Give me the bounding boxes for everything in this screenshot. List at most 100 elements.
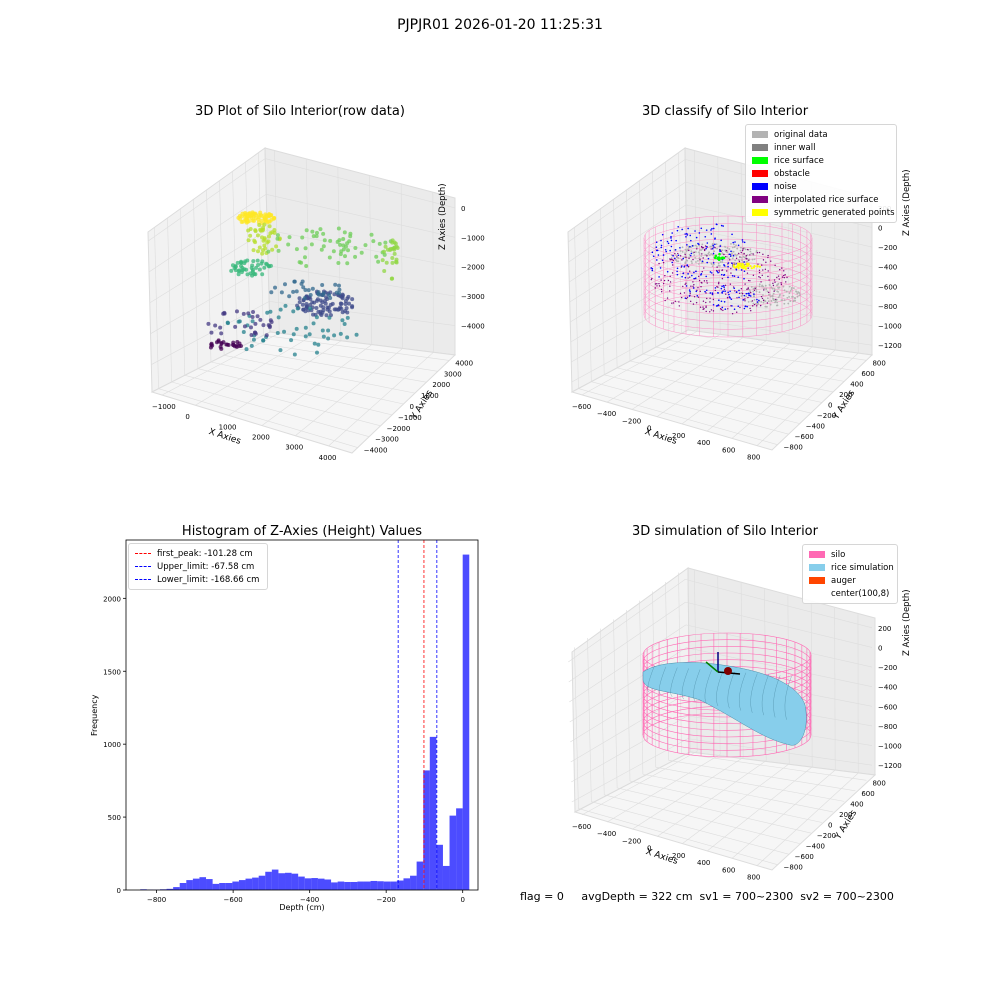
legend-label: inner wall [774,142,816,153]
histogram-bar [278,873,286,890]
panel2-point [762,299,765,302]
panel1-point [300,279,305,284]
panel2-point [764,284,767,287]
panel2-point [655,249,658,252]
panel2-point [705,289,708,292]
panel2-point [783,299,786,302]
panel2-point [651,269,654,272]
panel4-ytick: 400 [850,800,863,808]
panel2-point [763,287,766,290]
panel2-point [739,249,742,252]
legend-label: interpolated rice surface [774,194,879,205]
panel2-point [684,233,687,235]
panel2-point [715,243,718,246]
panel1-point [291,289,296,294]
panel2-point [717,262,720,265]
panel2-point [677,252,679,255]
panel1-ytick: 3000 [444,370,462,378]
panel1-point [338,331,343,336]
panel2-point [744,283,746,285]
panel2-point [684,297,687,299]
panel1-point [209,330,214,335]
panel1-point [314,234,319,239]
panel1-point [369,232,374,237]
panel2-legend-item: symmetric generated points [752,206,895,219]
panel2-floor-pane [570,329,874,451]
panel1-point [295,306,300,311]
panel2-point [745,292,748,295]
status-footer: flag = 0 avgDepth = 322 cm sv1 = 700~230… [520,890,894,903]
panel2-point [740,288,743,290]
panel2-point [765,261,767,264]
legend-label: auger [831,575,856,586]
panel2-point [701,253,703,255]
panel1-point [250,319,255,324]
panel2-point [671,232,673,234]
panel2-point [727,308,729,310]
panel2-point [696,294,699,297]
histogram-bar [271,869,279,890]
panel2-point [684,252,686,255]
histogram-bar [311,878,318,890]
panel2-point [780,299,783,301]
panel2-point [694,251,697,253]
panel1-point [287,235,292,240]
panel1-point [339,301,344,306]
panel2-point [737,267,740,270]
panel2-point [729,255,732,257]
panel2-point [698,251,700,254]
panel2-point [707,252,710,255]
panel2-point [709,301,711,303]
panel2-point [753,289,756,292]
panel2-point [654,283,657,285]
panel1-point [275,236,280,241]
panel1-point [331,249,336,254]
panel1-point [276,315,281,320]
panel2-point [735,265,738,268]
panel2-point [679,250,682,252]
panel2-point [658,276,660,278]
panel1-point [392,251,397,256]
histogram-legend-item: Lower_limit: -168.66 cm [135,573,261,586]
panel2-point [720,250,722,252]
panel2-point [669,281,672,283]
panel2-point [761,274,763,277]
panel2-point [682,257,685,260]
panel2-point [718,299,720,302]
panel2-point [706,242,709,244]
panel2-point [688,249,690,252]
panel2-point [739,256,741,258]
panel1-point [350,297,355,302]
panel1-point [334,307,339,312]
histogram-bar [258,875,266,890]
panel4-zlabel: Z Axies (Depth) [902,589,912,656]
panel2-point [722,225,724,227]
panel2-point [661,233,664,236]
panel2-point [690,252,693,255]
panel2-point [676,256,678,258]
panel2-point [749,248,752,251]
panel1-point [270,247,275,252]
panel2-point [726,255,728,258]
panel1-point [246,311,251,316]
panel2-point [744,298,746,300]
panel2-point [672,302,675,304]
panel2-point [721,269,723,272]
panel2-point [660,244,663,247]
legend-swatch [752,144,768,151]
panel2-point [796,295,799,298]
panel2-point [777,296,780,299]
panel1-point [262,265,267,270]
panel1-point [274,244,279,249]
panel2-point [721,252,724,255]
panel2-point [723,265,726,267]
panel2-point [721,249,724,252]
panel2-point [705,301,707,304]
panel2-point [721,277,724,280]
panel2-point [790,288,793,291]
panel1-point [321,231,326,236]
panel2-point [711,293,714,295]
panel2-point [788,296,790,298]
